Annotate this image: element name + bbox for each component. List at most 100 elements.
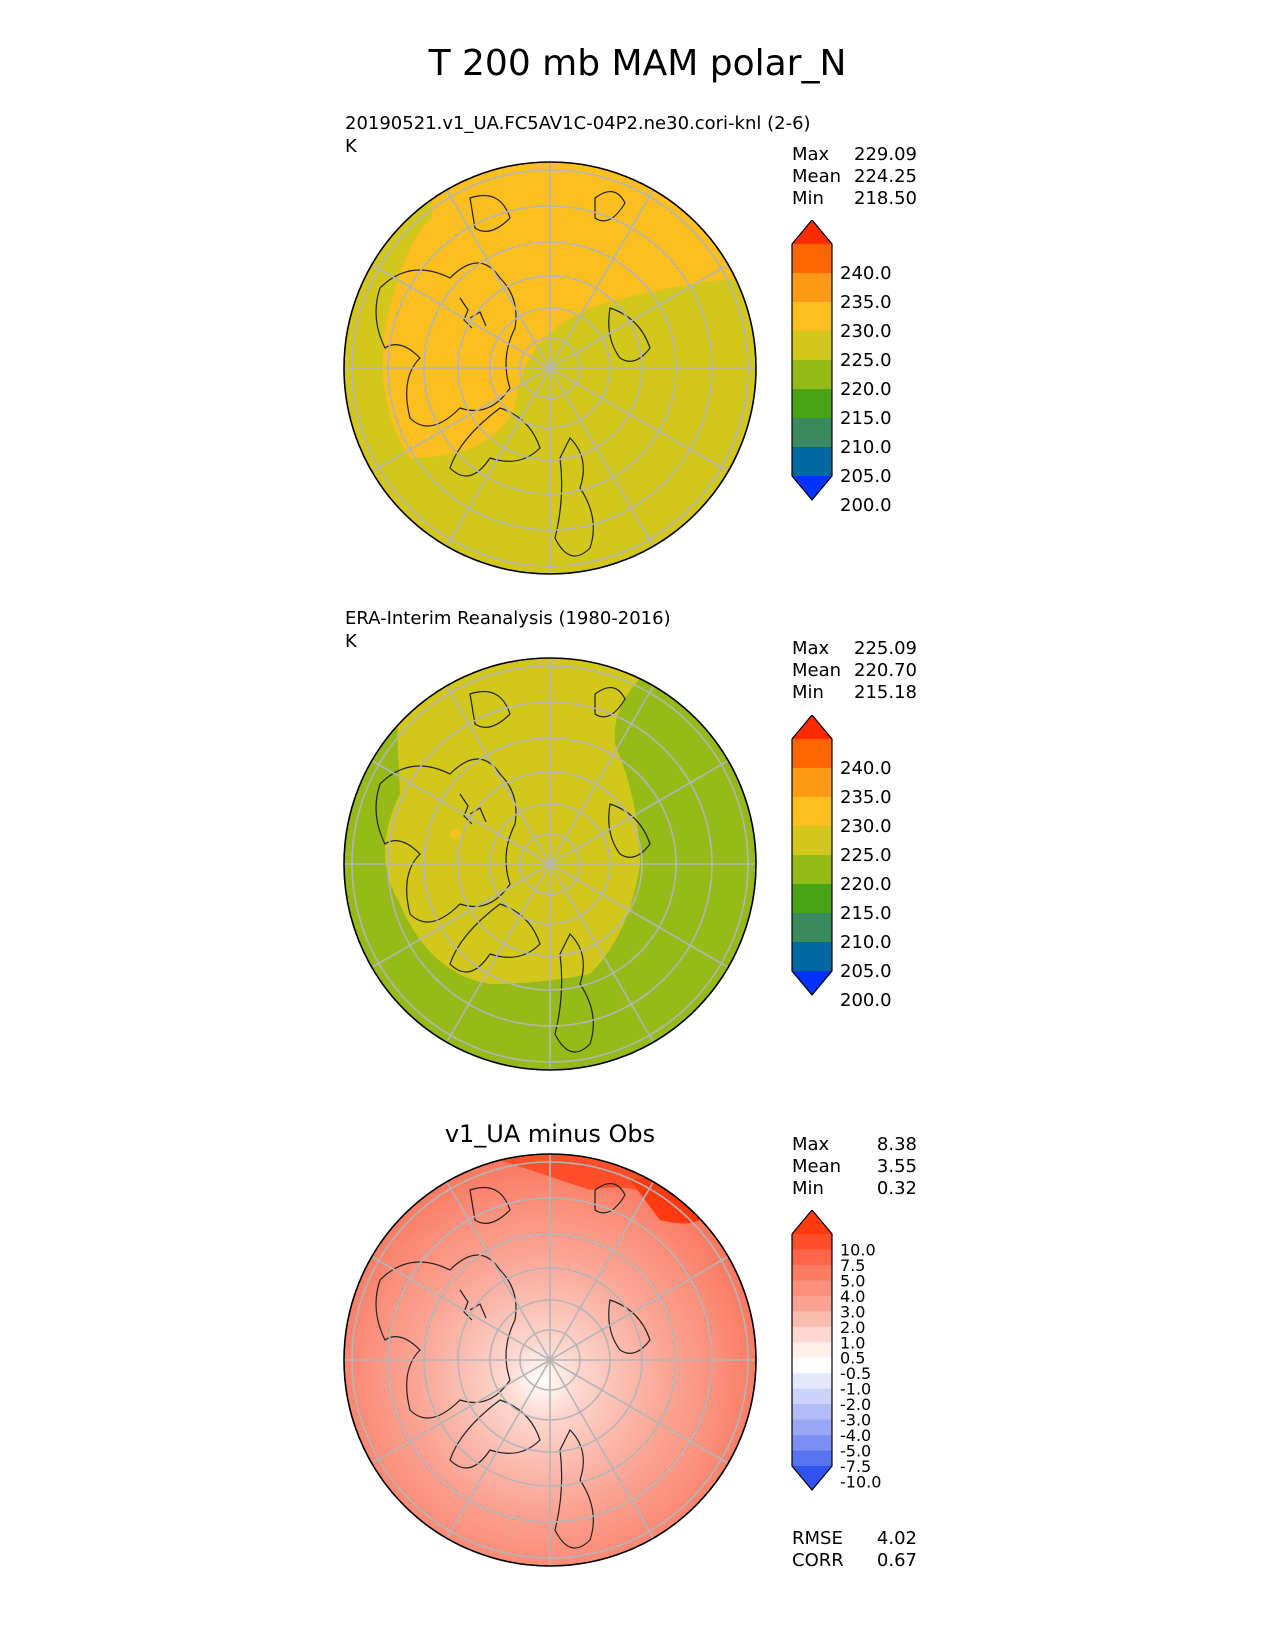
colorbar-tick-label: 7.5 (840, 1256, 865, 1275)
colorbar-outline (791, 220, 833, 501)
stat-min-label: Min (792, 188, 824, 209)
colorbar-outline (791, 715, 833, 996)
colorbar-tick-label: 1.0 (840, 1333, 865, 1352)
stat-max-value: 8.38 (876, 1134, 917, 1155)
colorbar-tick-label: -4.0 (840, 1426, 871, 1445)
graticule (344, 162, 756, 574)
colorbar-tick-label: -2.0 (840, 1395, 871, 1414)
panel-title: v1_UA minus Obs (444, 1120, 656, 1148)
field-mid-region (385, 658, 670, 984)
colorbar-segment (792, 884, 832, 914)
colorbar-tick-label: 230.0 (840, 816, 892, 837)
colorbar-segment (792, 1311, 832, 1328)
colorbar-tick-label: 225.0 (840, 350, 892, 371)
stat-max-label: Max (792, 638, 830, 659)
metric-rmse-value: 4.02 (876, 1528, 917, 1549)
colorbar-segment (792, 1357, 832, 1374)
colorbar-tick-label: 220.0 (840, 874, 892, 895)
colorbar-outline (791, 1210, 833, 1491)
colorbar-reference: 240.0 235.0 230.0 225.0 220.0 215.0 210.0 205.0… (791, 715, 892, 1011)
colorbar-segment (792, 389, 832, 419)
colorbar-tick-label: 215.0 (840, 408, 892, 429)
colorbar-tick-label: -0.5 (840, 1364, 871, 1383)
colorbar-tick-label: 205.0 (840, 961, 892, 982)
colorbar-segment (792, 1342, 832, 1359)
polar-map-difference (343, 1153, 757, 1567)
stat-mean-label: Mean (792, 660, 842, 681)
colorbar-extend-min (792, 476, 832, 500)
colorbar-tick-label: -1.0 (840, 1380, 871, 1399)
colorbar-segment (792, 1264, 832, 1281)
colorbar-extend-max (792, 220, 832, 244)
colorbar-tick-label: 240.0 (840, 758, 892, 779)
colorbar-segment (792, 913, 832, 943)
graticule (344, 1154, 756, 1566)
colorbar-segment (792, 447, 832, 477)
coastlines (375, 687, 651, 1053)
stat-max-value: 225.09 (854, 638, 917, 659)
stat-mean-label: Mean (792, 1156, 842, 1177)
colorbar-tick-label: 10.0 (840, 1240, 876, 1259)
colorbar-tick-label: 240.0 (840, 263, 892, 284)
colorbar-extend-max (792, 1210, 832, 1234)
colorbar-segment (792, 855, 832, 885)
colorbar-tick-label: 235.0 (840, 292, 892, 313)
colorbar-extend-min (792, 971, 832, 995)
colorbar-segment (792, 1450, 832, 1467)
stat-min-value: 218.50 (854, 188, 917, 209)
graticule (344, 658, 756, 1070)
colorbar-tick-label: 215.0 (840, 903, 892, 924)
metric-rmse-label: RMSE (792, 1528, 843, 1549)
colorbar-tick-label: 235.0 (840, 787, 892, 808)
colorbar-tick-label: 0.5 (840, 1349, 865, 1368)
colorbar-segment (792, 360, 832, 390)
colorbar-tick-label: 5.0 (840, 1271, 865, 1290)
colorbar-tick-label: 210.0 (840, 437, 892, 458)
colorbar-segment (792, 331, 832, 361)
colorbar-test: 240.0 235.0 230.0 225.0 220.0 215.0 210.0 205.0… (791, 220, 892, 516)
colorbar-segment (792, 1326, 832, 1343)
colorbar-segment (792, 1373, 832, 1390)
polar-map-reference (343, 657, 757, 1071)
colorbar-segment (792, 1419, 832, 1436)
stat-mean-value: 220.70 (854, 660, 917, 681)
colorbar-tick-label: 200.0 (840, 495, 892, 516)
page-title: T 200 mb MAM polar_N (428, 43, 847, 84)
colorbar-segment (792, 1388, 832, 1405)
colorbar-tick-label: 200.0 (840, 990, 892, 1011)
stat-max-label: Max (792, 1134, 830, 1155)
colorbar-segment (792, 1404, 832, 1421)
panel-title: ERA-Interim Reanalysis (1980-2016) (345, 608, 671, 629)
colorbar-segment (792, 418, 832, 448)
colorbar-segment (792, 273, 832, 303)
stat-min-label: Min (792, 1178, 824, 1199)
colorbar-extend-max (792, 715, 832, 739)
map-boundary (343, 1153, 757, 1567)
colorbar-tick-label: -5.0 (840, 1442, 871, 1461)
colorbar-segment (792, 1234, 832, 1250)
polar-map-test (343, 161, 757, 575)
colorbar-segment (792, 244, 832, 274)
map-boundary (343, 657, 757, 1071)
stat-mean-value: 224.25 (854, 166, 917, 187)
metric-corr-value: 0.67 (876, 1550, 917, 1571)
stat-min-value: 215.18 (854, 682, 917, 703)
colorbar-tick-label: 230.0 (840, 321, 892, 342)
colorbar-segment (792, 768, 832, 798)
colorbar-segment (792, 826, 832, 856)
colorbar-segment (792, 1249, 832, 1266)
field-warm-region (382, 162, 756, 458)
colorbar-difference: 10.07.55.04.03.02.01.00.5-0.5-1.0-2.0-3.… (791, 1210, 881, 1491)
panel-title: 20190521.v1_UA.FC5AV1C-04P2.ne30.cori-kn… (345, 113, 811, 134)
colorbar-tick-label: 3.0 (840, 1302, 865, 1321)
stat-mean-label: Mean (792, 166, 842, 187)
colorbar-segment (792, 1435, 832, 1452)
stat-min-value: 0.32 (876, 1178, 917, 1199)
colorbar-tick-label: 4.0 (840, 1287, 865, 1306)
panel-units: K (345, 631, 357, 652)
colorbar-tick-label: -7.5 (840, 1457, 871, 1476)
colorbar-extend-min (792, 1466, 832, 1490)
stat-mean-value: 3.55 (876, 1156, 917, 1177)
colorbar-segment (792, 942, 832, 972)
map-boundary (343, 161, 757, 575)
